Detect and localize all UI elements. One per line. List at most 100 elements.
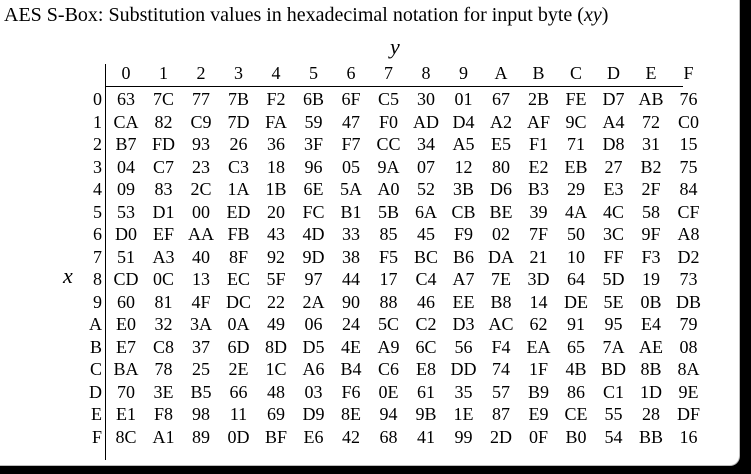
sbox-cell: 82 bbox=[154, 111, 173, 132]
sbox-cell: 0F bbox=[528, 426, 548, 447]
sbox-cell: 9A bbox=[377, 156, 400, 177]
sbox-cell: 87 bbox=[492, 404, 510, 424]
sbox-cell: 32 bbox=[154, 314, 173, 334]
column-header-5: 5 bbox=[309, 63, 318, 83]
header-rule bbox=[105, 86, 683, 87]
sbox-cell: 51 bbox=[117, 246, 135, 267]
sbox-cell: 57 bbox=[492, 381, 510, 402]
sbox-cell: 9C bbox=[565, 111, 587, 132]
sbox-cell: 4A bbox=[565, 201, 587, 222]
sbox-cell: FB bbox=[227, 224, 250, 244]
sbox-cell: B1 bbox=[340, 201, 362, 222]
sbox-cell: 4C bbox=[602, 201, 624, 222]
sbox-cell: 6C bbox=[415, 336, 437, 357]
sbox-cell: 6E bbox=[303, 179, 324, 199]
row-header-9: 9 bbox=[93, 291, 102, 312]
sbox-cell: EA bbox=[526, 336, 551, 357]
sbox-cell: FE bbox=[565, 89, 587, 109]
sbox-cell: AB bbox=[638, 89, 664, 109]
sbox-cell: 2A bbox=[302, 291, 325, 312]
sbox-cell: A9 bbox=[377, 336, 400, 357]
column-header-3: 3 bbox=[234, 63, 243, 83]
row-header-A: A bbox=[89, 314, 102, 334]
sbox-cell: AA bbox=[188, 224, 214, 244]
sbox-cell: D6 bbox=[490, 179, 512, 199]
sbox-cell: 8F bbox=[228, 246, 248, 267]
sbox-cell: 66 bbox=[229, 381, 248, 402]
sbox-cell: 80 bbox=[492, 156, 510, 177]
sbox-cell: 9E bbox=[678, 381, 699, 402]
sbox-cell: DC bbox=[225, 291, 251, 312]
sbox-cell: 1E bbox=[453, 404, 474, 424]
sbox-cell: 3F bbox=[303, 134, 323, 154]
sbox-cell: 22 bbox=[267, 291, 285, 312]
sbox-cell: 11 bbox=[229, 404, 248, 424]
sbox-cell: AF bbox=[526, 111, 550, 132]
row-header-B: B bbox=[89, 336, 102, 357]
row-header-8: 8 bbox=[93, 269, 102, 289]
sbox-cell: E7 bbox=[116, 336, 136, 357]
sbox-cell: 37 bbox=[192, 336, 210, 357]
sbox-cell: D2 bbox=[677, 246, 700, 267]
sbox-cell: 5D bbox=[602, 269, 625, 289]
sbox-cell: 2B bbox=[527, 89, 549, 109]
sbox-cell: 96 bbox=[304, 156, 323, 177]
sbox-cell: 6B bbox=[302, 89, 324, 109]
sbox-cell: 7F bbox=[528, 224, 548, 244]
sbox-cell: 26 bbox=[229, 134, 248, 154]
sbox-cell: A8 bbox=[677, 224, 700, 244]
column-header-1: 1 bbox=[159, 63, 168, 83]
sbox-cell: 7D bbox=[227, 111, 250, 132]
sbox-cell: C2 bbox=[415, 314, 437, 334]
sbox-cell: B0 bbox=[565, 426, 587, 447]
sbox-cell: 02 bbox=[492, 224, 510, 244]
sbox-cell: 7A bbox=[602, 336, 625, 357]
column-header-E: E bbox=[645, 63, 657, 83]
sbox-cell: 1B bbox=[265, 179, 287, 199]
sbox-cell: 41 bbox=[417, 426, 435, 447]
column-header-9: 9 bbox=[459, 63, 468, 83]
sbox-cell: BA bbox=[113, 359, 139, 379]
sbox-cell: 86 bbox=[567, 381, 585, 402]
sbox-cell: 28 bbox=[642, 404, 660, 424]
sbox-cell: 06 bbox=[304, 314, 323, 334]
sbox-cell: E6 bbox=[303, 426, 324, 447]
sbox-cell: 4E bbox=[341, 336, 361, 357]
sbox-cell: 1A bbox=[227, 179, 250, 199]
sbox-cell: F9 bbox=[453, 224, 473, 244]
row-header-E: E bbox=[91, 404, 102, 424]
sbox-cell: 9F bbox=[641, 224, 661, 244]
table-caption: AES S-Box: Substitution values in hexade… bbox=[4, 2, 608, 28]
column-header-4: 4 bbox=[271, 63, 281, 83]
row-header-F: F bbox=[91, 426, 102, 447]
sbox-cell: DA bbox=[488, 246, 514, 267]
sbox-cell: 16 bbox=[679, 426, 698, 447]
column-header-A: A bbox=[494, 63, 508, 83]
sbox-cell: 47 bbox=[342, 111, 360, 132]
sbox-cell: 55 bbox=[604, 404, 623, 424]
sbox-cell: 88 bbox=[379, 291, 398, 312]
sbox-cell: 5E bbox=[603, 291, 624, 312]
sbox-cell: AE bbox=[639, 336, 663, 357]
sbox-cell: 89 bbox=[192, 426, 210, 447]
row-header-5: 5 bbox=[93, 201, 102, 222]
sbox-cell: 72 bbox=[642, 111, 660, 132]
sbox-cell: C7 bbox=[152, 156, 174, 177]
sbox-cell: 8C bbox=[115, 426, 137, 447]
sbox-cell: C4 bbox=[415, 269, 437, 289]
sbox-cell: D8 bbox=[602, 134, 625, 154]
sbox-cell: D3 bbox=[452, 314, 475, 334]
row-header-1: 1 bbox=[93, 111, 102, 132]
sbox-cell: FF bbox=[603, 246, 624, 267]
sbox-cell: FD bbox=[151, 134, 175, 154]
sbox-cell: 8E bbox=[341, 404, 361, 424]
sbox-cell: 04 bbox=[117, 156, 135, 177]
sbox-cell: BC bbox=[413, 246, 438, 267]
sbox-cell: A4 bbox=[602, 111, 625, 132]
sbox-cell: DD bbox=[450, 359, 477, 379]
column-header-8: 8 bbox=[421, 63, 431, 83]
sbox-cell: 3C bbox=[602, 224, 624, 244]
sbox-cell: 07 bbox=[417, 156, 435, 177]
sbox-cell: 03 bbox=[304, 381, 323, 402]
sbox-cell: 92 bbox=[267, 246, 285, 267]
